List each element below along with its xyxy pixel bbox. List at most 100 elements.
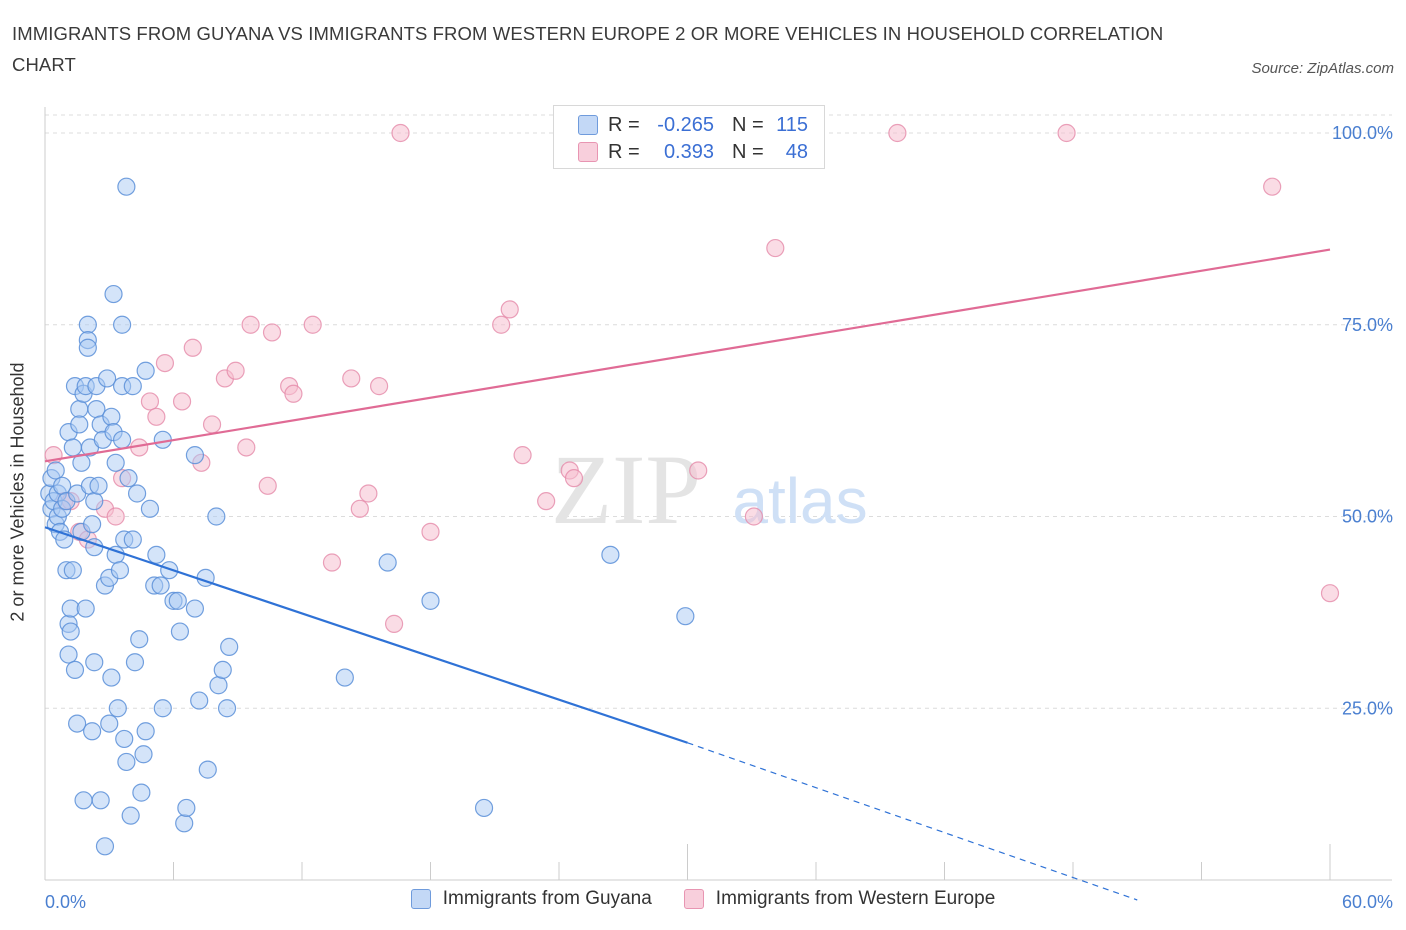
point-guyana <box>160 561 179 580</box>
r-value: -0.265 <box>657 113 714 136</box>
point-guyana <box>123 530 142 549</box>
y-axis-title: 2 or more Vehicles in Household <box>7 362 28 622</box>
watermark-zip: ZIP <box>551 434 701 545</box>
grid-lines <box>45 114 1392 709</box>
point-guyana <box>190 691 209 710</box>
y-tick-label: 75.0% <box>1342 315 1393 335</box>
point-guyana <box>95 837 115 856</box>
point-guyana <box>676 607 695 626</box>
point-guyana <box>474 798 494 818</box>
point-guyana <box>147 545 166 564</box>
n-value: 48 <box>785 140 808 163</box>
point-western-europe <box>1057 123 1076 143</box>
point-guyana <box>136 722 155 741</box>
point-western-europe <box>322 553 342 572</box>
tick-labels: 100.0% 75.0% 50.0% 25.0% 0.0% 60.0% <box>45 123 1393 912</box>
x-tick-label-max: 60.0% <box>1342 892 1393 912</box>
point-guyana <box>104 284 123 304</box>
point-western-europe <box>391 123 410 143</box>
legend-swatch-guyana <box>410 889 431 909</box>
trend-lines <box>44 248 1331 901</box>
point-western-europe <box>421 522 440 541</box>
point-western-europe <box>262 323 282 342</box>
point-western-europe <box>241 315 260 334</box>
point-guyana <box>63 561 82 580</box>
point-guyana <box>85 653 104 672</box>
point-guyana <box>140 499 160 518</box>
point-western-europe <box>140 392 160 411</box>
point-guyana <box>125 653 145 672</box>
point-guyana <box>78 338 97 357</box>
point-western-europe <box>342 369 361 388</box>
point-guyana <box>87 400 106 419</box>
point-guyana <box>127 484 147 503</box>
trend-line-guyana-extrapolated <box>687 742 1138 901</box>
point-guyana <box>153 699 172 718</box>
point-guyana <box>46 461 65 480</box>
point-guyana <box>63 438 82 457</box>
point-guyana <box>121 806 140 825</box>
trend-line-western-europe <box>44 248 1331 463</box>
point-guyana <box>110 561 130 580</box>
point-guyana <box>119 469 138 488</box>
point-guyana <box>170 622 190 641</box>
point-guyana <box>335 668 354 687</box>
point-western-europe <box>564 469 584 488</box>
point-guyana <box>136 361 155 380</box>
point-guyana <box>130 630 149 649</box>
series-legend: Immigrants from Guyana Immigrants from W… <box>0 888 1406 910</box>
point-guyana <box>601 545 620 564</box>
series-guyana-points <box>40 177 695 856</box>
point-guyana <box>53 476 72 495</box>
point-guyana <box>151 576 170 595</box>
point-guyana <box>117 752 136 772</box>
point-guyana <box>177 798 196 818</box>
point-western-europe <box>492 315 511 334</box>
point-guyana <box>61 622 80 641</box>
point-guyana <box>217 699 237 718</box>
point-western-europe <box>384 614 404 633</box>
point-guyana <box>98 369 117 388</box>
point-western-europe <box>172 392 192 411</box>
point-guyana <box>102 668 121 687</box>
point-guyana <box>421 591 440 610</box>
point-guyana <box>59 645 78 664</box>
point-guyana <box>213 660 232 680</box>
point-guyana <box>209 676 228 695</box>
point-western-europe <box>226 361 245 380</box>
r-label: R = <box>608 113 640 136</box>
point-western-europe <box>1320 584 1340 603</box>
legend-item-western-europe[interactable]: Immigrants from Western Europe <box>683 888 996 910</box>
point-guyana <box>123 377 142 396</box>
point-western-europe <box>766 238 785 258</box>
point-western-europe <box>1263 177 1282 196</box>
x-tick-label-min: 0.0% <box>45 892 86 912</box>
point-guyana <box>91 791 110 810</box>
point-guyana <box>70 415 89 434</box>
legend-label-guyana: Immigrants from Guyana <box>442 888 652 909</box>
point-guyana <box>76 599 95 618</box>
n-label: N = <box>732 113 764 136</box>
source-label: Source: ZipAtlas.com <box>1251 60 1394 77</box>
axes <box>44 107 1392 881</box>
point-guyana <box>100 714 119 733</box>
n-label: N = <box>732 140 764 163</box>
watermark: ZIP atlas <box>551 434 868 545</box>
r-value: 0.393 <box>663 140 714 163</box>
y-tick-label: 100.0% <box>1332 123 1393 143</box>
point-guyana <box>70 400 89 419</box>
legend-label-western-europe: Immigrants from Western Europe <box>715 888 996 909</box>
legend-item-guyana[interactable]: Immigrants from Guyana <box>410 888 652 910</box>
point-western-europe <box>359 484 378 503</box>
point-guyana <box>102 407 121 426</box>
point-guyana <box>106 453 125 472</box>
point-western-europe <box>888 123 907 143</box>
point-western-europe <box>350 499 369 518</box>
point-guyana <box>185 446 205 465</box>
point-guyana <box>115 729 134 749</box>
point-guyana <box>89 476 108 495</box>
point-guyana <box>185 599 205 618</box>
point-guyana <box>175 814 194 833</box>
r-label: R = <box>608 140 640 163</box>
trend-line-guyana <box>44 526 688 744</box>
